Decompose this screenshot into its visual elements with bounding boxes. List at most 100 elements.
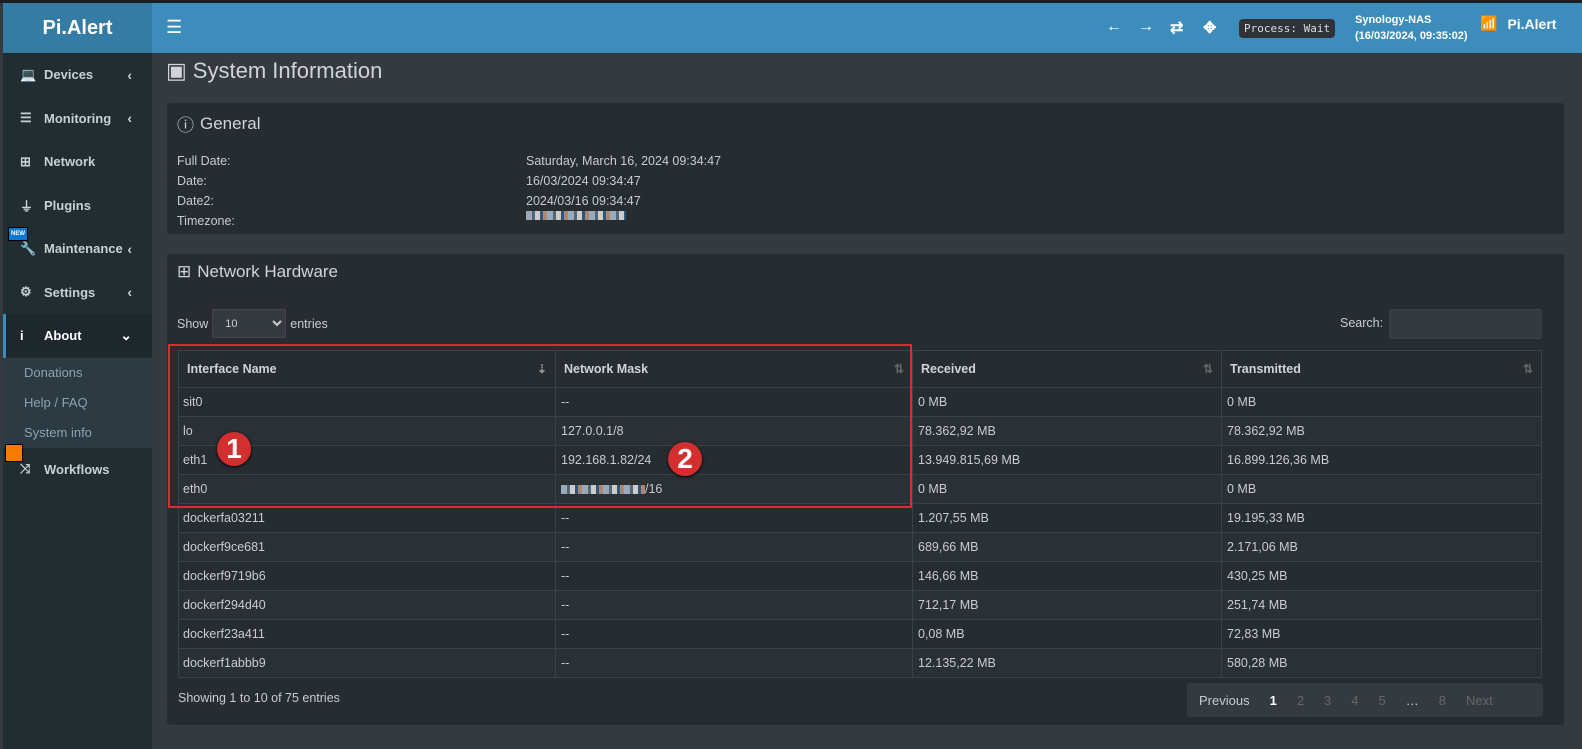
refresh-icon[interactable]: ⇄ <box>1170 20 1184 37</box>
page-3-button[interactable]: 3 <box>1324 692 1332 708</box>
previous-button[interactable]: Previous <box>1199 692 1250 708</box>
cell-text: 0 MB <box>918 482 948 496</box>
chevron-left-icon: ‹ <box>127 110 132 127</box>
sidebar-item-network[interactable]: ⊞ Network <box>3 140 152 184</box>
cell-text: 1.207,55 MB <box>918 511 989 525</box>
table-row: sit0 -- 0 MB 0 MB <box>178 387 1542 417</box>
page-4-button[interactable]: 4 <box>1351 692 1359 708</box>
show-label: Show <box>177 316 209 331</box>
sidebar-item-devices[interactable]: 💻 Devices ‹ <box>3 53 152 97</box>
table-cell: 12.135,22 MB <box>912 648 1222 678</box>
table-row: eth1 192.168.1.82/24 13.949.815,69 MB 16.89… <box>178 445 1542 475</box>
header-text: Network Mask <box>564 362 649 376</box>
sidebar-item-about[interactable]: i About ⌄ <box>3 314 152 358</box>
main-content: ▣ System Information ⓘ General Full Date: S… <box>152 53 1582 749</box>
table-cell: 146,66 MB <box>912 561 1222 591</box>
column-header-network-mask[interactable]: Network Mask ⇅ <box>555 350 913 388</box>
page-title: ▣ System Information <box>166 58 382 84</box>
cell-text: -- <box>561 656 570 670</box>
cell-text: 712,17 MB <box>918 598 979 612</box>
search-input[interactable] <box>1389 309 1542 339</box>
cell-text: eth1 <box>183 453 208 467</box>
sidebar-item-workflows[interactable]: ⤨ Workflows <box>3 443 152 492</box>
app-logo[interactable]: Pi.Alert <box>3 3 152 53</box>
sidebar-item-monitoring[interactable]: ☰ Monitoring ‹ <box>3 97 152 141</box>
table-cell: 19.195,33 MB <box>1221 503 1542 533</box>
cell-text: 78.362,92 MB <box>1227 424 1305 438</box>
general-title: ⓘ General <box>177 111 260 136</box>
table-row: dockerf1abbb9 -- 12.135,22 MB 580,28 MB <box>178 648 1542 678</box>
table-cell: sit0 <box>178 387 556 417</box>
network-icon: ⊞ <box>20 153 31 169</box>
table-info: Showing 1 to 10 of 75 entries <box>178 691 340 705</box>
menu-icon[interactable]: ☰ <box>166 17 183 37</box>
page-2-button[interactable]: 2 <box>1296 692 1305 708</box>
next-button[interactable]: Next <box>1465 692 1493 708</box>
table-row: eth0/16 0 MB 0 MB <box>178 474 1542 504</box>
cell-text: lo <box>183 424 193 438</box>
redacted-ip <box>561 485 645 495</box>
cell-text: -- <box>561 627 570 641</box>
table-cell: dockerf23a411 <box>178 619 556 649</box>
cell-text: 12.135,22 MB <box>918 656 996 670</box>
value: Saturday, March 16, 2024 09:34:47 <box>526 154 722 168</box>
general-info: Full Date: Saturday, March 16, 2024 09:34… <box>177 151 721 231</box>
cell-text: dockerf9719b6 <box>183 569 266 583</box>
sidebar-label: Monitoring <box>44 110 112 126</box>
network-title-text: Network Hardware <box>197 262 339 281</box>
wrench-icon: 🔧 <box>20 240 37 256</box>
table-cell: 78.362,92 MB <box>912 416 1222 446</box>
chevron-left-icon: ‹ <box>127 240 132 257</box>
page-8-button[interactable]: 8 <box>1438 692 1446 708</box>
cell-text: 13.949.815,69 MB <box>918 453 1021 467</box>
general-title-text: General <box>200 113 261 133</box>
search-label: Search: <box>1340 316 1384 330</box>
cell-text: eth0 <box>183 482 208 496</box>
sidebar-label: Maintenance <box>44 241 123 257</box>
header-text: Interface Name <box>187 362 277 376</box>
arrow-right-icon[interactable]: → <box>1138 18 1154 35</box>
sidebar-item-maintenance[interactable]: NEW 🔧 Maintenance ‹ <box>3 227 152 271</box>
cell-text: -- <box>561 395 570 409</box>
sidebar-item-settings[interactable]: ⚙ Settings ‹ <box>3 271 152 315</box>
sidebar-label: Plugins <box>44 197 91 213</box>
column-header-received[interactable]: Received ⇅ <box>912 350 1222 388</box>
table-cell: -- <box>555 503 913 533</box>
arrow-left-icon[interactable]: ← <box>1106 18 1122 35</box>
column-header-transmitted[interactable]: Transmitted ⇅ <box>1221 350 1542 388</box>
pagination: Previous 1 2 3 4 5 … 8 Next <box>1187 683 1543 717</box>
plug-icon: ⏚ <box>20 198 34 214</box>
submenu-help-faq[interactable]: Help / FAQ <box>24 394 88 410</box>
cell-text: sit0 <box>183 395 203 409</box>
cell-text: 16.899.126,36 MB <box>1227 453 1330 467</box>
redacted-timezone <box>526 211 626 220</box>
sidebar-label: Network <box>44 154 96 170</box>
move-icon[interactable]: ✥ <box>1203 20 1217 37</box>
submenu-donations[interactable]: Donations <box>24 364 83 380</box>
page-size-select[interactable]: 10 <box>212 309 287 338</box>
sort-icon: ⇅ <box>1202 362 1213 376</box>
cell-text: -- <box>561 511 570 525</box>
table-cell: 251,74 MB <box>1221 590 1542 620</box>
submenu-system-info[interactable]: System info <box>24 424 92 440</box>
table-cell: dockerf1abbb9 <box>178 648 556 678</box>
page-1-button[interactable]: 1 <box>1269 692 1277 708</box>
table-cell: -- <box>555 387 913 417</box>
cpu-icon: ▣ <box>166 58 187 83</box>
info-circle-icon: ⓘ <box>177 116 194 135</box>
page-size-control: Show 10 entries <box>177 309 328 338</box>
process-status: Process: Wait <box>1239 19 1336 38</box>
user-menu[interactable]: 📶 Pi.Alert <box>1480 15 1556 32</box>
table-cell: dockerf9ce681 <box>178 532 556 562</box>
table-cell: -- <box>555 648 913 678</box>
annotation-marker-1: 1 <box>217 432 251 466</box>
table-cell: 0 MB <box>1221 387 1542 417</box>
chevron-down-icon: ⌄ <box>120 327 132 344</box>
table-cell: -- <box>555 561 913 591</box>
sidebar-item-plugins[interactable]: ⏚ Plugins <box>3 184 152 228</box>
chevron-left-icon: ‹ <box>127 66 132 83</box>
page-5-button[interactable]: 5 <box>1378 692 1386 708</box>
table-cell: 580,28 MB <box>1221 648 1542 678</box>
table-cell: dockerf9719b6 <box>178 561 556 591</box>
laptop-icon: 💻 <box>20 66 37 82</box>
